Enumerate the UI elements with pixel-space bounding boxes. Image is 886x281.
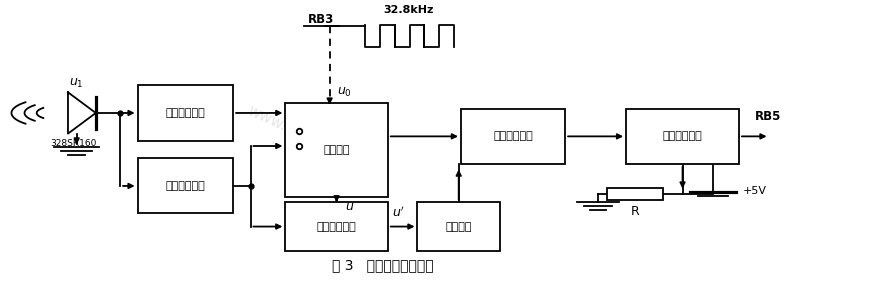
Text: $u$: $u$ xyxy=(345,200,354,213)
Text: 反相放大电路: 反相放大电路 xyxy=(166,108,205,118)
Text: $u_1$: $u_1$ xyxy=(69,76,84,90)
Text: $u'$: $u'$ xyxy=(392,206,405,221)
Text: R: R xyxy=(630,205,639,218)
Text: 正相放大电路: 正相放大电路 xyxy=(166,181,205,191)
Text: RB5: RB5 xyxy=(754,110,780,123)
Bar xyxy=(461,109,564,164)
Bar xyxy=(137,158,233,214)
Bar xyxy=(626,109,738,164)
Bar xyxy=(285,103,387,197)
Text: +5V: +5V xyxy=(742,187,766,196)
Bar xyxy=(137,85,233,140)
Text: 32.8kHz: 32.8kHz xyxy=(383,5,433,15)
Text: 电平比较电路: 电平比较电路 xyxy=(662,132,702,141)
Text: 图 3   超声波接收示意图: 图 3 超声波接收示意图 xyxy=(331,259,433,273)
Bar xyxy=(606,189,662,200)
Text: 328SR160: 328SR160 xyxy=(50,139,97,148)
Text: 带通滤波电路: 带通滤波电路 xyxy=(493,132,532,141)
Text: RB3: RB3 xyxy=(307,13,334,26)
Text: 检波电路: 检波电路 xyxy=(323,145,349,155)
Text: $u_0$: $u_0$ xyxy=(336,86,351,99)
Text: 低通滤波电路: 低通滤波电路 xyxy=(316,221,356,232)
Bar xyxy=(285,202,387,251)
Text: 微分电路: 微分电路 xyxy=(445,221,471,232)
Bar xyxy=(417,202,500,251)
Text: www.elecfans.com: www.elecfans.com xyxy=(245,103,381,178)
